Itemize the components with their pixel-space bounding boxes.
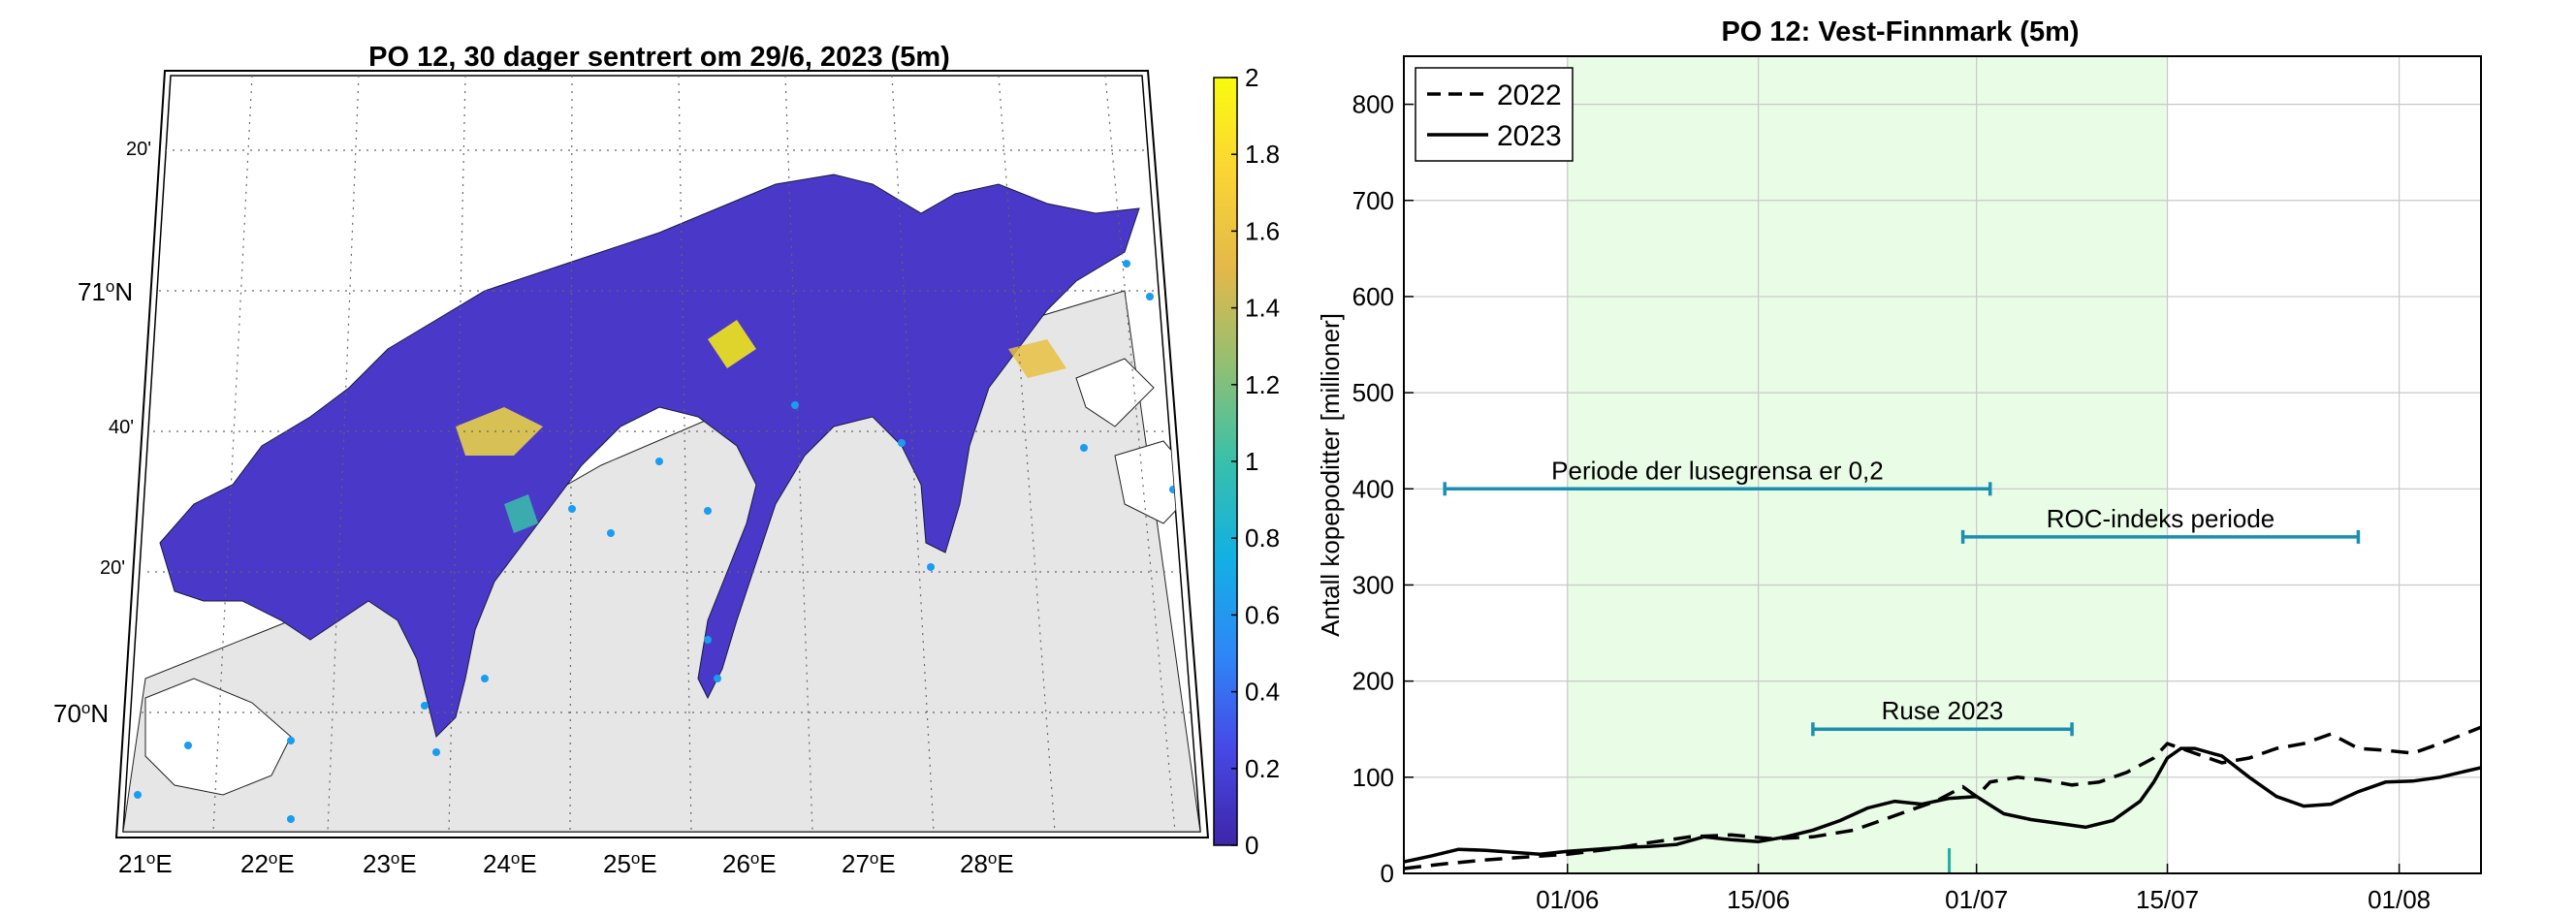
y-ticks: 0 100 200 300 400 500 600 700 800	[1352, 90, 1414, 888]
lon-label: 22oE	[240, 849, 295, 879]
lat-minor-2: 40'	[109, 417, 134, 438]
y-tick-label: 500	[1352, 378, 1394, 407]
lon-label: 26oE	[722, 849, 777, 879]
colorbar-tick-label: 0	[1245, 831, 1258, 860]
period-label: ROC-indeks periode	[2047, 504, 2275, 533]
land-islands	[144, 678, 292, 796]
colorbar-tick-label: 1.6	[1245, 216, 1280, 245]
legend-label-2023: 2023	[1497, 120, 1562, 152]
lon-label: 28oE	[960, 849, 1014, 879]
colorbar-tick-label: 1.4	[1245, 294, 1280, 323]
x-tick-label: 01/08	[2368, 885, 2431, 914]
lon-label: 24oE	[483, 849, 537, 879]
lat-labels: 71oN 70oN 20' 40' 20'	[53, 139, 151, 728]
high-streak-4	[504, 494, 538, 533]
lon-label: 23oE	[363, 849, 417, 879]
period-label: Ruse 2023	[1882, 696, 2004, 725]
high-streak-1	[456, 407, 543, 456]
high-streak-2	[708, 320, 756, 368]
y-tick-label: 300	[1352, 570, 1394, 599]
period-bars: Periode der lusegrensa er 0,2 ROC-indeks …	[1443, 456, 2361, 737]
lat-label-71: 71oN	[78, 277, 133, 307]
chart-title: PO 12: Vest-Finnmark (5m)	[1721, 16, 2079, 47]
y-tick-label: 400	[1352, 474, 1394, 503]
water-field	[159, 174, 1140, 738]
lon-label: 27oE	[842, 849, 896, 879]
shaded-period	[1567, 56, 2168, 873]
y-tick-label: 700	[1352, 186, 1394, 215]
line-chart: PO 12: Vest-Finnmark (5m) Antall kopepod…	[1316, 16, 2482, 914]
colorbar-ticks: 0 0.2 0.4 0.6 0.8 1 1.2 1.4 1.6 1.8 2	[1231, 63, 1280, 860]
lat-minor-3: 20'	[100, 557, 125, 579]
y-tick-label: 200	[1352, 667, 1394, 696]
colorbar-tick-label: 0.4	[1245, 678, 1280, 707]
legend: 2022 2023	[1415, 67, 1574, 162]
colorbar-tick-label: 1	[1245, 447, 1258, 476]
x-tick-label: 01/06	[1536, 885, 1599, 914]
colorbar-tick-label: 1.2	[1245, 370, 1280, 399]
y-axis-label: Antall kopepoditter [millioner]	[1316, 313, 1345, 637]
colorbar: 0 0.2 0.4 0.6 0.8 1 1.2 1.4 1.6 1.8 2	[1213, 63, 1280, 860]
y-tick-label: 600	[1352, 282, 1394, 311]
plot-frame	[1403, 55, 2482, 874]
graticule	[142, 76, 1191, 832]
y-tick-label: 100	[1352, 763, 1394, 792]
lon-label: 21oE	[118, 849, 173, 879]
lon-labels: 21oE 22oE 23oE 24oE 25oE 26oE 27oE 28oE	[118, 849, 1014, 879]
lon-label: 25oE	[603, 849, 657, 879]
legend-label-2022: 2022	[1497, 79, 1562, 111]
lat-minor-1: 20'	[126, 139, 151, 160]
x-tick-label: 15/06	[1727, 885, 1790, 914]
stations	[134, 260, 1177, 823]
map-panel: PO 12, 30 dager sentrert om 29/6, 2023 (…	[53, 42, 1280, 878]
colorbar-tick-label: 1.8	[1245, 140, 1280, 169]
high-streak-3	[1008, 339, 1066, 378]
period-label: Periode der lusegrensa er 0,2	[1551, 456, 1884, 485]
lat-label-70: 70oN	[53, 699, 109, 729]
colorbar-tick-label: 0.6	[1245, 600, 1280, 629]
series-2023-line	[1403, 746, 2482, 864]
y-tick-label: 0	[1381, 859, 1394, 888]
land-fjord-east	[1075, 358, 1155, 427]
colorbar-tick-label: 0.8	[1245, 523, 1280, 553]
legend-box	[1415, 67, 1574, 162]
x-ticks: 01/06 15/06 01/07 15/07 01/08	[1536, 864, 2431, 914]
x-tick-label: 01/07	[1945, 885, 2008, 914]
y-tick-label: 800	[1352, 90, 1394, 119]
map-title: PO 12, 30 dager sentrert om 29/6, 2023 (…	[368, 42, 950, 73]
x-tick-label: 15/07	[2136, 885, 2199, 914]
colorbar-tick-label: 0.2	[1245, 754, 1280, 783]
colorbar-tick-label: 2	[1245, 63, 1258, 92]
